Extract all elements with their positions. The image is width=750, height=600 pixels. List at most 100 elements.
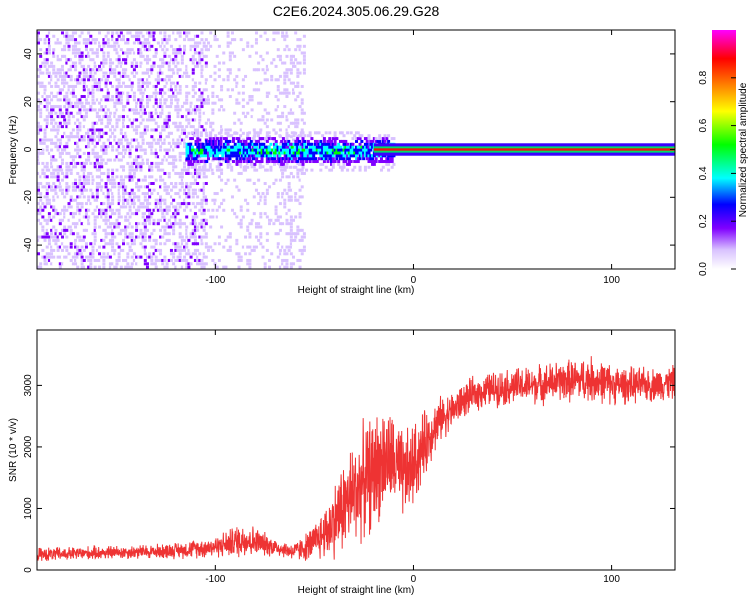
heatmap-cell [154,34,158,38]
heatmap-cell [100,128,104,132]
heatmap-cell [190,157,194,161]
heatmap-cell [161,61,165,65]
heatmap-cell [82,84,86,88]
heatmap-cell [50,205,54,209]
heatmap-cell [137,195,141,199]
heatmap-cell [204,218,208,222]
heatmap-cell [301,131,305,135]
heatmap-cell [244,151,248,155]
heatmap-cell [244,74,248,78]
x-tick-label: -100 [205,275,225,286]
heatmap-cell [163,101,167,105]
heatmap-cell [296,225,300,229]
heatmap-cell [251,142,255,146]
heatmap-cell [296,160,300,164]
heatmap-cell [196,232,200,236]
heatmap-cell [191,215,195,219]
heatmap-cell [143,218,147,222]
heatmap-cell [270,118,274,122]
heatmap-cell [276,154,280,158]
heatmap-cell [261,198,265,202]
heatmap-cell [60,51,64,55]
heatmap-cell [378,154,382,158]
heatmap-cell [167,95,171,99]
heatmap-cell [152,208,156,212]
heatmap-cell [287,125,291,129]
heatmap-cell [254,218,258,222]
heatmap-cell [248,160,252,164]
heatmap-cell [137,222,141,226]
heatmap-cell [119,91,123,95]
heatmap-cell [65,74,69,78]
heatmap-cell [115,155,119,159]
heatmap-cell [161,95,165,99]
heatmap-cell [193,258,197,262]
heatmap-cell [128,111,132,115]
heatmap-cell [204,248,208,252]
heatmap-cell [172,81,176,85]
heatmap-cell [191,228,195,232]
heatmap-cell [264,168,268,172]
heatmap-cell [104,235,108,239]
heatmap-cell [84,64,88,68]
heatmap-cell [74,48,78,52]
heatmap-cell [37,158,40,162]
heatmap-cell [154,182,158,186]
heatmap-cell [137,81,141,85]
heatmap-cell [294,235,298,239]
heatmap-cell [292,142,296,146]
heatmap-cell [47,151,51,155]
heatmap-cell [111,208,115,212]
heatmap-cell [80,258,84,262]
heatmap-cell [223,145,227,149]
heatmap-cell [141,44,145,48]
heatmap-cell [217,44,221,48]
heatmap-cell [174,165,178,169]
heatmap-cell [258,165,262,169]
heatmap-cell [104,222,108,226]
heatmap-cell [137,41,141,45]
heatmap-cell [58,141,62,145]
heatmap-cell [124,68,128,72]
heatmap-cell [67,125,71,129]
heatmap-cell [108,128,112,132]
heatmap-cell [111,34,115,38]
heatmap-cell [76,235,80,239]
heatmap-cell [150,168,154,172]
heatmap-cell [226,248,230,252]
heatmap-cell [202,182,206,186]
heatmap-cell [47,262,51,266]
heatmap-cell [93,54,97,58]
heatmap-cell [331,162,335,166]
heatmap-cell [135,128,139,132]
heatmap-cell [265,78,269,82]
heatmap-cell [235,238,239,242]
heatmap-cell [69,135,73,139]
heatmap-cell [60,205,64,209]
heatmap-cell [119,38,123,42]
heatmap-cell [299,157,303,161]
heatmap-cell [237,101,241,105]
heatmap-cell [198,145,202,149]
heatmap-cell [237,145,241,149]
heatmap-cell [349,151,353,155]
heatmap-cell [106,255,110,259]
heatmap-cell [167,218,171,222]
heatmap-cell [56,68,60,72]
heatmap-cell [165,128,169,132]
heatmap-cell [287,255,291,259]
heatmap-cell [244,235,248,239]
heatmap-cell [228,41,232,45]
heatmap-cell [47,182,51,186]
heatmap-cell [45,171,49,175]
heatmap-cell [93,155,97,159]
heatmap-cell [119,105,123,109]
heatmap-cell [50,165,54,169]
heatmap-cell [233,121,237,125]
heatmap-cell [45,141,49,145]
heatmap-cell [128,165,132,169]
heatmap-cell [178,248,182,252]
heatmap-cell [50,115,54,119]
heatmap-cell [111,192,115,196]
heatmap-cell [224,215,228,219]
